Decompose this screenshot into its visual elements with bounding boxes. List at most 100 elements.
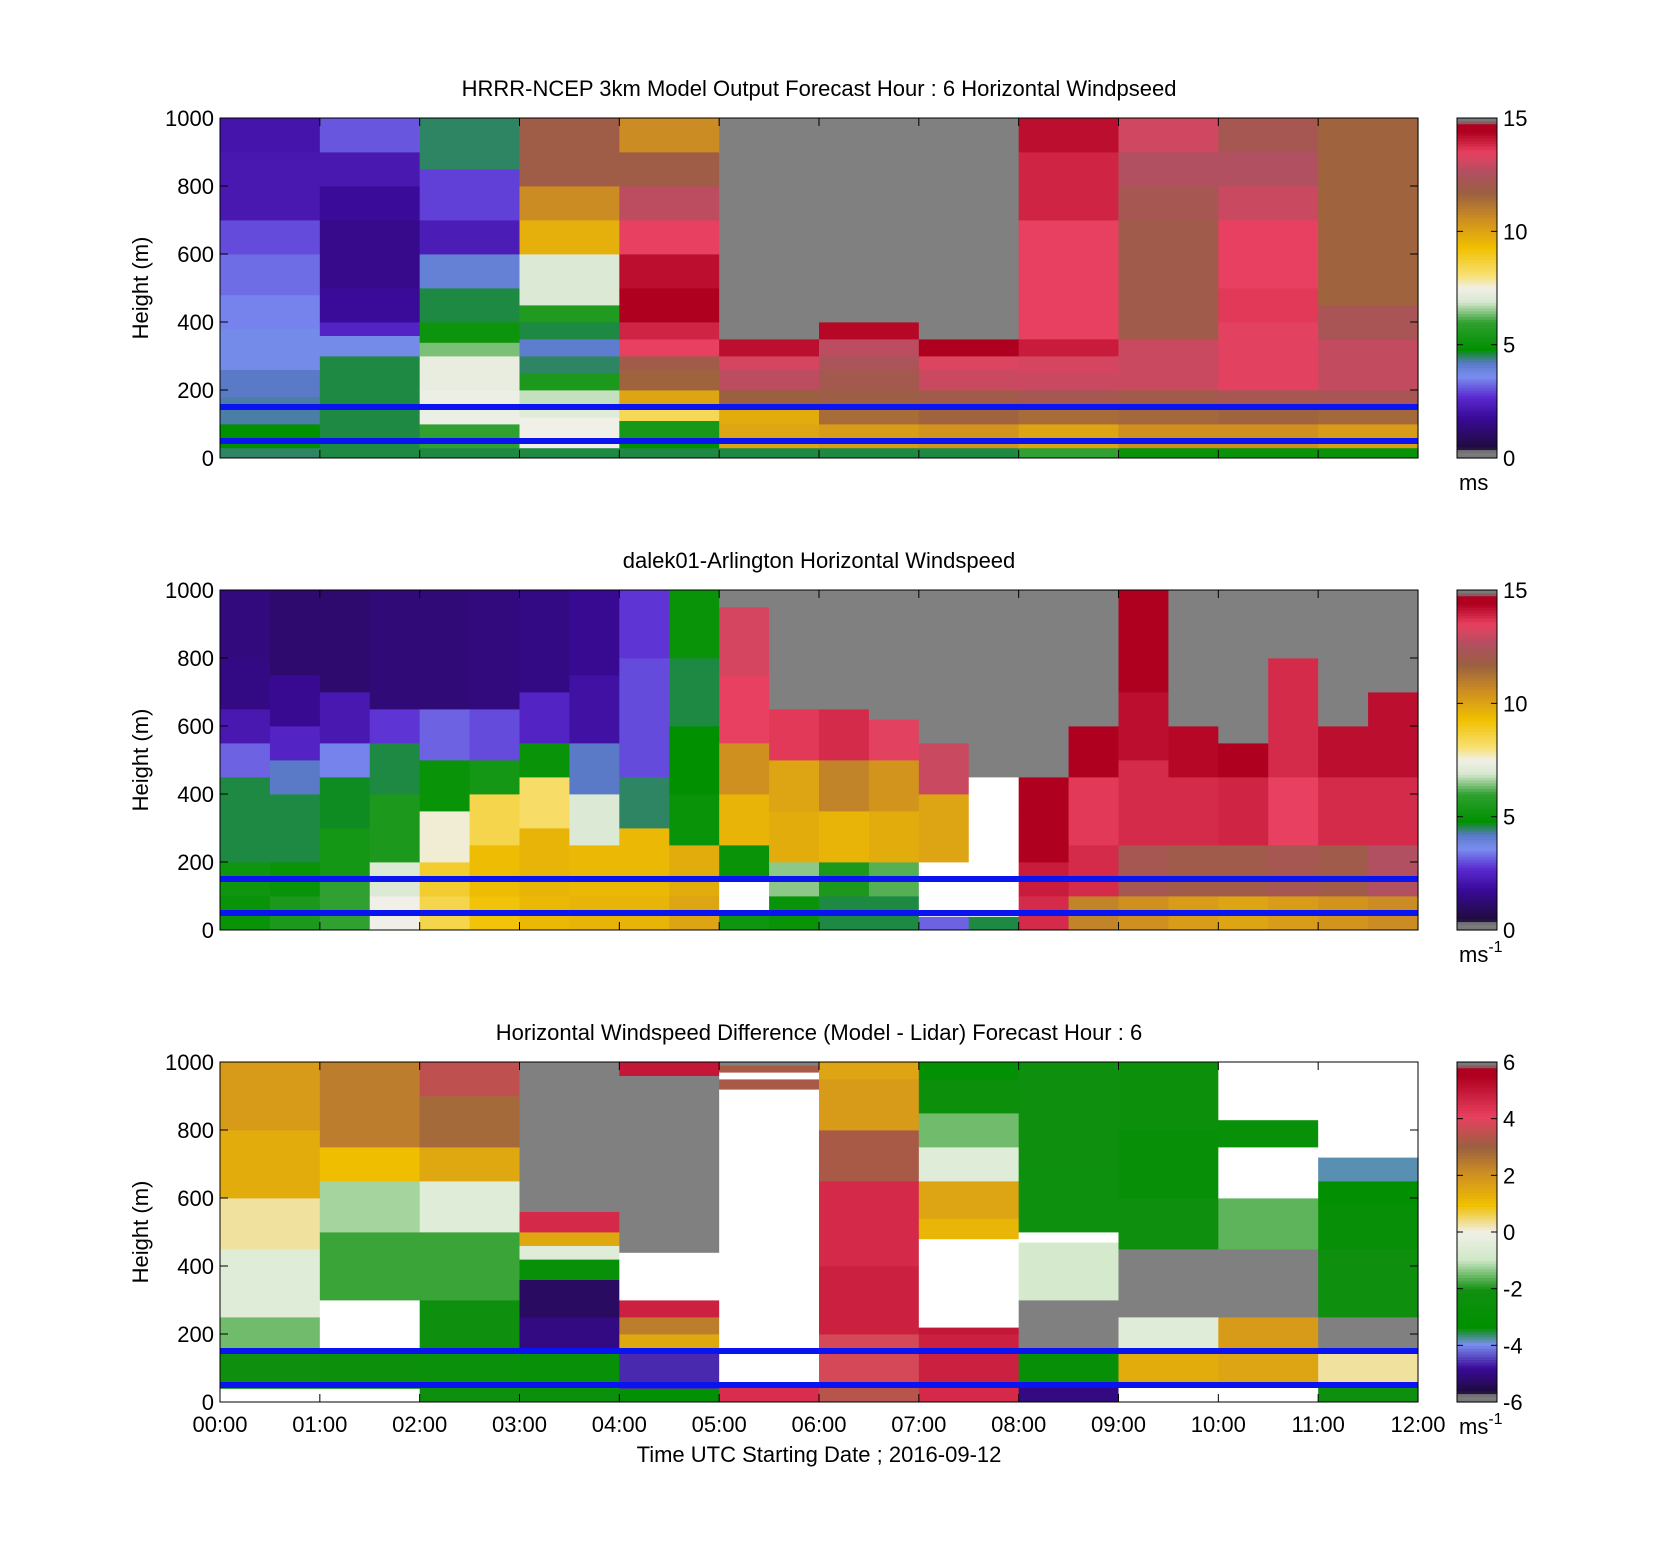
y-tick-label: 600 — [177, 242, 214, 267]
x-tick-label: 06:00 — [791, 1412, 846, 1437]
colorbar-swatch — [1457, 669, 1497, 673]
colorbar-swatch — [1457, 1387, 1497, 1392]
heatmap-cell — [220, 743, 271, 778]
colorbar-frame — [1456, 117, 1498, 459]
colorbar-unit-base: ms — [1459, 1414, 1488, 1439]
heatmap-cell — [1318, 447, 1419, 459]
colorbar-swatch — [1457, 188, 1497, 193]
x-tick-label: 12:00 — [1390, 1412, 1445, 1437]
colorbar-swatch — [1457, 1107, 1497, 1111]
colorbar-swatch — [1457, 254, 1497, 258]
heatmap-cell — [918, 862, 970, 917]
heatmap-cell — [1068, 777, 1120, 846]
y-tick-label: 1000 — [165, 106, 214, 131]
colorbar-swatch — [1457, 1223, 1497, 1227]
colorbar-swatch — [1457, 1147, 1497, 1151]
colorbar-swatch — [1457, 1084, 1497, 1089]
colorbar-swatch — [1457, 180, 1497, 184]
colorbar-swatch — [1457, 785, 1497, 789]
heatmap-cell — [419, 288, 521, 306]
colorbar-swatch — [1457, 441, 1497, 445]
heatmap-cell — [1318, 1181, 1419, 1206]
heatmap-cell — [619, 322, 720, 340]
heatmap-cell — [419, 1096, 521, 1148]
colorbar-swatch — [1457, 305, 1497, 309]
colorbar-swatch — [1457, 203, 1497, 207]
heatmap-cell — [619, 220, 720, 255]
colorbar-swatch — [1457, 401, 1497, 405]
colorbar-swatch — [1457, 1141, 1497, 1145]
heatmap-cell — [868, 590, 920, 720]
colorbar-swatch — [1457, 1390, 1497, 1395]
heatmap-cell — [419, 709, 471, 761]
colorbar-swatch — [1457, 1132, 1497, 1137]
heatmap-cell — [519, 373, 620, 391]
colorbar-swatch — [1457, 1198, 1497, 1202]
colorbar-swatch — [1457, 765, 1497, 770]
colorbar-swatch — [1457, 237, 1497, 241]
colorbar-swatch — [1457, 1297, 1497, 1301]
colorbar-swatch — [1457, 330, 1497, 334]
colorbar-swatch — [1457, 438, 1497, 442]
x-tick-label: 04:00 — [592, 1412, 647, 1437]
colorbar-swatch — [1457, 157, 1497, 162]
colorbar-swatch — [1457, 717, 1497, 721]
colorbar-swatch — [1457, 754, 1497, 758]
heatmap-cell — [769, 811, 820, 863]
heatmap-cell — [719, 845, 770, 880]
colorbar-swatch — [1457, 163, 1497, 167]
heatmap-cell — [1318, 424, 1419, 449]
colorbar-swatch — [1457, 214, 1497, 218]
colorbar-swatch — [1457, 421, 1497, 425]
x-tick-label: 07:00 — [891, 1412, 946, 1437]
heatmap-cell — [918, 1238, 1020, 1328]
colorbar-swatch — [1457, 1356, 1497, 1361]
colorbar-swatch — [1457, 734, 1497, 738]
heatmap-cell — [1268, 590, 1319, 659]
colorbar-swatch — [1457, 720, 1497, 724]
heatmap-cell — [419, 169, 521, 221]
heatmap-cell — [269, 590, 321, 676]
heatmap-cell — [319, 1232, 421, 1301]
heatmap-cell — [1268, 777, 1319, 846]
colorbar-swatch — [1457, 1164, 1497, 1168]
heatmap-cell — [319, 828, 371, 880]
heatmap-cell — [1318, 726, 1369, 778]
colorbar-swatch — [1457, 341, 1497, 346]
colorbar-unit-base: ms — [1459, 470, 1488, 495]
colorbar-swatch — [1457, 675, 1497, 679]
colorbar-swatch — [1457, 1328, 1497, 1332]
heatmap-cell — [819, 447, 920, 459]
heatmap-cell — [1318, 590, 1369, 727]
colorbar-swatch — [1457, 1291, 1497, 1295]
heatmap-cell — [220, 709, 271, 744]
colorbar-swatch — [1457, 1121, 1497, 1125]
heatmap-cell — [918, 1062, 1020, 1080]
colorbar-swatch — [1457, 873, 1497, 877]
heatmap-cell — [419, 1147, 521, 1182]
colorbar-swatch — [1457, 1362, 1497, 1366]
colorbar: 0 5 10 15 ms-1 — [1456, 578, 1527, 967]
colorbar-swatch — [1457, 646, 1497, 651]
heatmap-cell — [819, 322, 920, 340]
heatmap-cell — [1068, 845, 1120, 897]
colorbar-swatch — [1457, 225, 1497, 230]
heatmap-cell — [1018, 152, 1120, 221]
colorbar-swatch — [1457, 774, 1497, 778]
heatmap-cell — [918, 1079, 1020, 1114]
colorbar-swatch — [1457, 1393, 1497, 1397]
colorbar-swatch — [1457, 1178, 1497, 1182]
heatmap-cell — [1018, 373, 1120, 391]
heatmap-cell — [220, 590, 271, 659]
y-tick-label: 0 — [202, 1390, 214, 1415]
heatmap-cell — [1118, 1130, 1219, 1199]
heatmap-cell — [1118, 424, 1219, 449]
heatmap-cell — [519, 1259, 620, 1280]
colorbar-swatch — [1457, 595, 1497, 600]
heatmap-cell — [619, 254, 720, 289]
heatmap-cell — [1168, 777, 1219, 846]
heatmap-cell — [1018, 220, 1120, 340]
colorbar-swatch — [1457, 1319, 1497, 1324]
colorbar-swatch — [1457, 217, 1497, 221]
colorbar-swatch — [1457, 282, 1497, 286]
